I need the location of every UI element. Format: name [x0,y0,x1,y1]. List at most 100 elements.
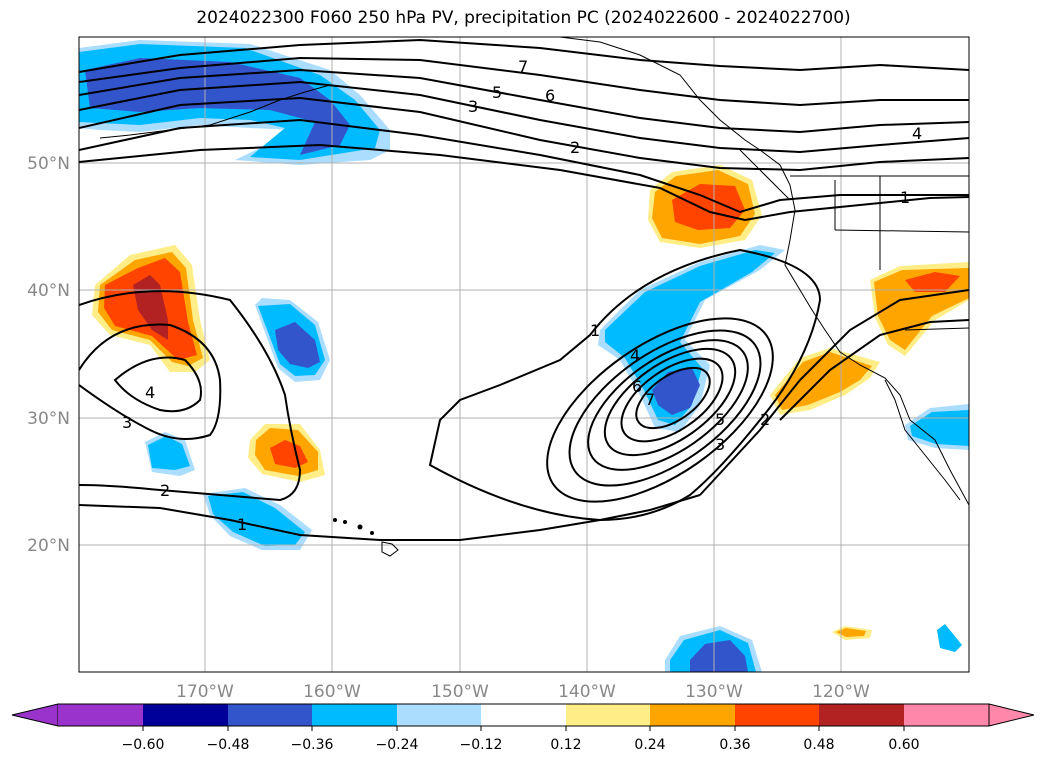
contour-label-6-cutoff: 6 [632,377,642,396]
border-states-2 [834,229,969,233]
island-hawaii-4 [370,531,374,535]
coastlines [99,37,969,506]
pv-contour-4-north [79,80,969,154]
lat-label-50n: 50°N [27,154,70,174]
island-hawaii-3 [357,524,363,530]
colorbar-tick-label: −0.24 [376,737,419,753]
precip-neg-small-113w [937,624,962,652]
colorbar-segment-1 [58,704,143,726]
pv-westlow-outer [79,290,302,502]
colorbar-segment-5 [397,704,481,726]
coastline-vancouver [739,149,791,201]
colorbar: −0.60 −0.48 −0.36 −0.24 −0.12 0.12 0.24 … [11,703,1035,753]
pv-cutoff-ring-2 [568,329,762,487]
contour-label-3-cutoff: 3 [715,435,725,454]
lon-label-170w: 170°W [176,682,234,702]
precip-neg-172w-mid [148,436,190,470]
island-hawaii-1 [333,518,337,522]
pv-cutoff-ring-5 [620,357,724,443]
precip-neg-20n-mid [208,492,305,546]
contour-label-1-cutoff: 1 [590,321,600,340]
pv-cutoff-ring-4 [603,347,737,457]
colorbar-ticks [142,726,905,731]
contour-label-1-north: 1 [900,188,910,207]
lon-label-130w: 130°W [685,682,743,702]
lon-label-160w: 160°W [303,682,361,702]
coastline-baja [884,379,961,501]
lon-label-150w: 150°W [431,682,489,702]
coastline-north-america [559,37,969,506]
pv-contour-6 [79,56,969,107]
colorbar-segment-11 [904,704,989,726]
pv-contour-2-north [79,118,969,214]
island-hawaii-2 [343,520,347,524]
precip-neg-130w-south-core [690,640,748,672]
contour-label-7-cutoff: 7 [645,390,655,409]
colorbar-segment-10 [819,704,904,726]
contour-label-2-cutoff: 2 [760,410,770,429]
contour-label-3-north: 3 [468,97,478,116]
pv-cutoff-ring-6 [635,366,711,430]
colorbar-tick-label: 0.12 [550,737,581,753]
colorbar-tick-label: −0.60 [122,737,165,753]
map-title: 2024022300 F060 250 hPa PV, precipitatio… [196,8,851,28]
lat-label-40n: 40°N [27,281,70,301]
colorbar-segment-7 [566,704,650,726]
colorbar-tick-label: −0.48 [207,737,250,753]
pv-contour-7 [79,38,969,73]
pv-cutoff-ring-1 [546,317,774,503]
precip-pos-120w-mid [775,352,872,410]
pv-westlow-inner [79,323,222,440]
colorbar-segment-9 [735,704,819,726]
pv-contour-1-north [79,143,969,222]
precip-neg-band-core [652,368,700,415]
precip-pos-130w-core [672,184,745,230]
contour-label-4-cutoff: 4 [630,346,640,365]
colorbar-segment-2 [143,704,228,726]
lat-labels: 50°N 40°N 30°N 20°N [27,154,70,556]
contour-label-3-west: 3 [122,413,132,432]
contour-label-4-north: 4 [912,124,922,143]
colorbar-extend-low [11,703,59,727]
lon-label-120w: 120°W [812,682,870,702]
precip-neg-110w-mid [910,410,969,446]
contour-label-7-north: 7 [518,57,528,76]
border-us-mexico [904,327,969,331]
colorbar-segment-3 [228,704,312,726]
pv-cutoff-low-outer [428,248,822,522]
colorbar-segment-4 [312,704,397,726]
colorbar-tick-label: 0.60 [888,737,919,753]
colorbar-tick-label: 0.48 [803,737,834,753]
contour-label-2-north: 2 [570,138,580,157]
contour-labels: 7 6 5 3 2 4 1 1 4 6 7 5 3 2 4 3 2 1 [122,57,922,534]
colorbar-tick-label: −0.36 [291,737,334,753]
pv-westlow-4 [113,356,202,413]
precip-neg-162w-core [275,322,320,368]
coastline-aleutians [99,84,331,139]
colorbar-tick-label: −0.12 [460,737,503,753]
islands [333,518,399,557]
contour-label-2-west: 2 [160,481,170,500]
lat-label-30n: 30°N [27,409,70,429]
contour-label-6-north: 6 [545,86,555,105]
map-frame [78,36,970,673]
graticule [79,37,969,672]
colorbar-tick-labels: −0.60 −0.48 −0.36 −0.24 −0.12 0.12 0.24 … [122,737,920,753]
pv-contour-5 [79,68,969,134]
contour-label-1-south: 1 [237,515,247,534]
contour-label-5-cutoff: 5 [715,410,725,429]
colorbar-tick-label: 0.24 [634,737,665,753]
pv-contour-2-east [699,289,969,496]
lon-label-140w: 140°W [558,682,616,702]
lat-label-20n: 20°N [27,536,70,556]
pv-contour-3-north [79,96,969,172]
precip-pos-113w-core [905,272,960,292]
map-plot-area: 7 6 5 3 2 4 1 1 4 6 7 5 3 2 4 3 2 1 [79,37,969,672]
lon-labels: 170°W 160°W 150°W 140°W 130°W 120°W [176,682,870,702]
island-hawaii-big [381,541,399,557]
colorbar-segment-6 [481,704,566,726]
colorbar-tick-label: 0.36 [719,737,750,753]
colorbar-extend-high [988,703,1035,727]
colorbar-segment-8 [650,704,735,726]
